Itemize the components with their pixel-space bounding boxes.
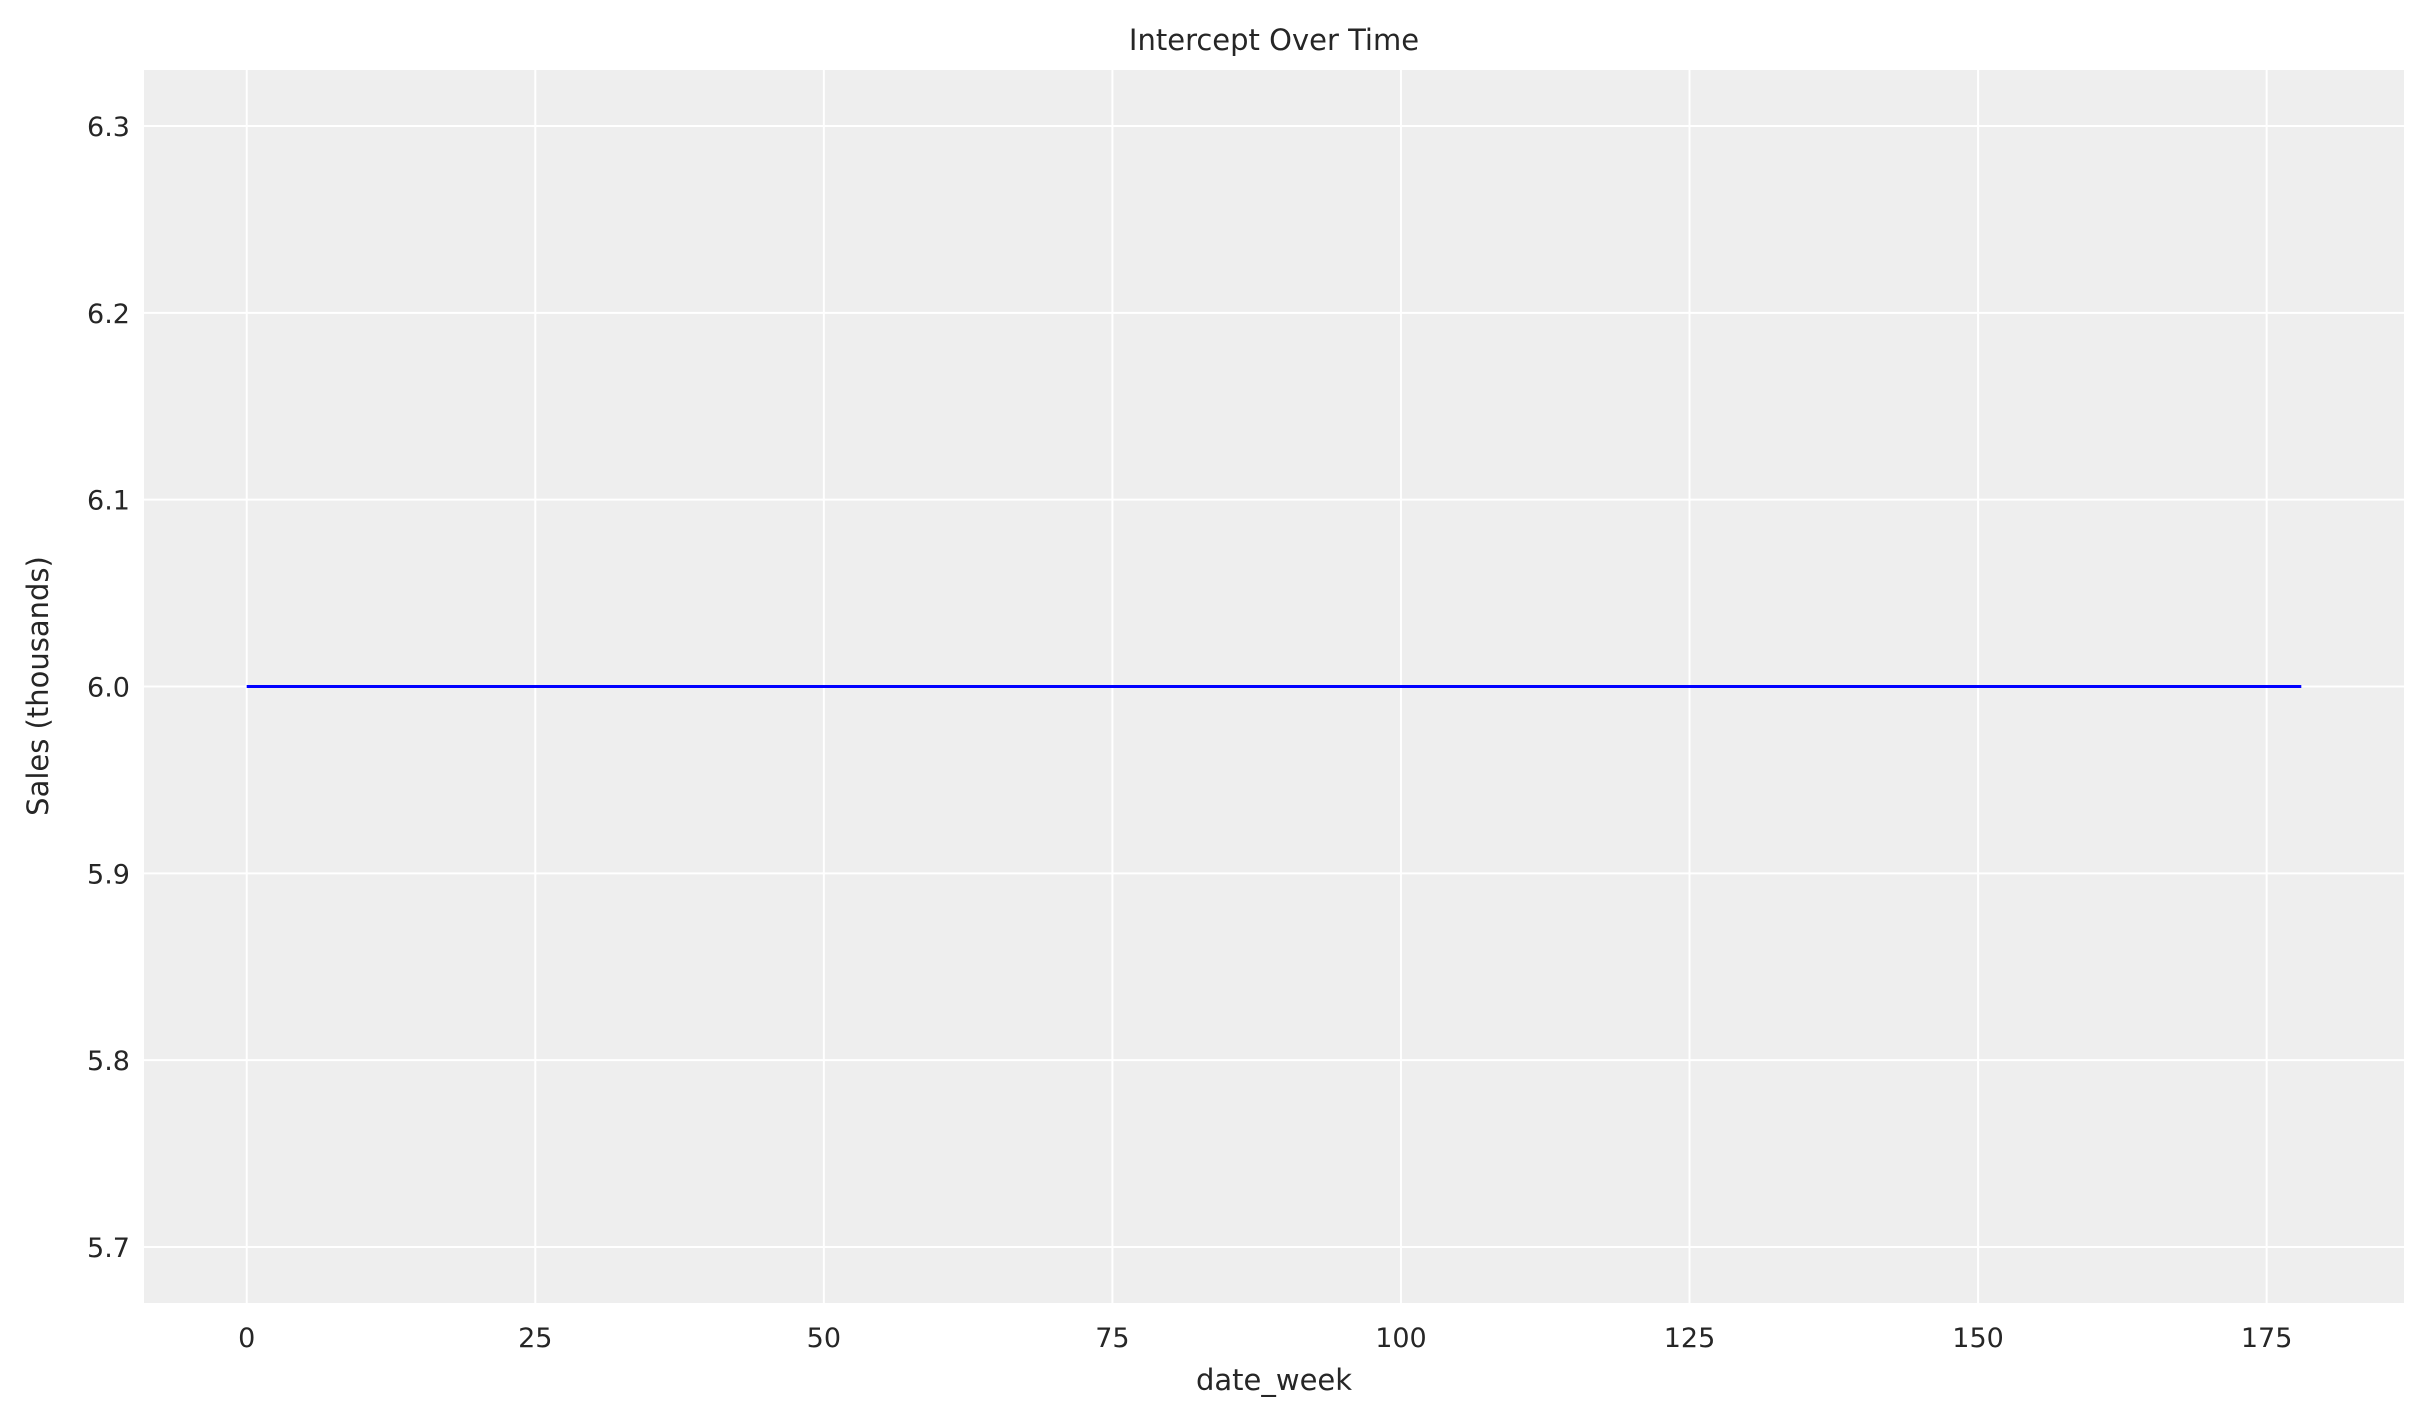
x-tick-label: 100 — [1375, 1323, 1427, 1354]
y-tick-label: 6.3 — [87, 112, 130, 143]
x-tick-label: 75 — [1095, 1323, 1129, 1354]
y-axis-label: Sales (thousands) — [21, 556, 55, 816]
x-tick-label: 25 — [518, 1323, 552, 1354]
y-tick-label: 6.0 — [87, 673, 130, 704]
y-tick-label: 6.1 — [87, 486, 130, 517]
x-tick-label: 175 — [2241, 1323, 2293, 1354]
y-tick-label: 5.8 — [87, 1046, 130, 1077]
y-axis-ticks: 5.7 5.8 5.9 6.0 6.1 6.2 6.3 — [87, 112, 130, 1264]
chart-title: Intercept Over Time — [1129, 23, 1419, 57]
x-tick-label: 150 — [1952, 1323, 2004, 1354]
y-tick-label: 5.7 — [87, 1233, 130, 1264]
x-axis-label: date_week — [1196, 1363, 1352, 1397]
x-tick-label: 50 — [807, 1323, 841, 1354]
y-tick-label: 6.2 — [87, 299, 130, 330]
y-tick-label: 5.9 — [87, 859, 130, 890]
grid — [144, 70, 2404, 1303]
x-tick-label: 125 — [1664, 1323, 1716, 1354]
x-axis-ticks: 0 25 50 75 100 125 150 175 — [238, 1323, 2292, 1354]
x-tick-label: 0 — [238, 1323, 255, 1354]
